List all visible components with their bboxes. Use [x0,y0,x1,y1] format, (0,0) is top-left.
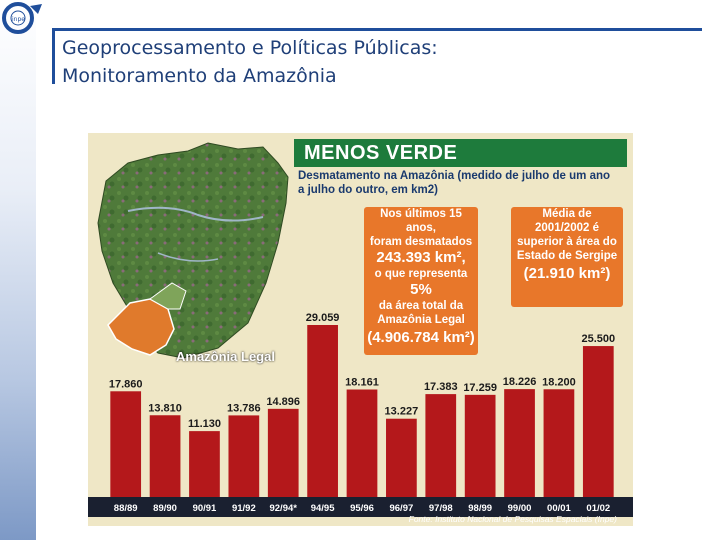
bar-value-label: 17.860 [109,378,143,390]
brazil-inset-shape [107,298,175,356]
bar-00/01 [543,389,575,497]
bar-value-label: 29.059 [306,312,340,324]
callout-average-2001-2002: Média de 2001/2002 é superior à área do … [511,207,623,307]
callout-right-line-2: 2001/2002 é [535,222,599,234]
x-tick-label: 91/92 [232,503,256,514]
callout-left-line-2: foram desmatados [369,236,473,248]
callout-right-line-3: superior à área do [517,236,617,248]
x-tick-label: 96/97 [389,503,413,514]
x-tick-label: 90/91 [193,503,217,514]
bar-value-label: 25.500 [581,333,615,345]
callout-right-line-5: (21.910 km²) [523,265,611,282]
x-tick-label: 95/96 [350,503,374,514]
chart-title: MENOS VERDE [304,142,458,164]
x-tick-label: 88/89 [114,503,138,514]
bar-88/89 [110,391,142,497]
bar-94/95 [307,325,338,497]
x-tick-label: 94/95 [311,503,335,514]
title-vertical-rule [52,28,55,84]
bar-value-label: 17.383 [424,381,458,393]
slide-title: Geoprocessamento e Políticas Públicas: M… [62,34,438,90]
x-tick-label: 99/00 [508,503,532,514]
bar-chart: 17.860 88/89 13.810 89/90 11.130 90/91 13.786 9… [88,312,633,517]
bar-value-label: 14.896 [266,396,300,408]
bar-95/96 [346,389,378,497]
bar-value-label: 13.810 [148,402,182,414]
x-tick-label: 01/02 [586,503,610,514]
callout-right-line-1: Média de [542,208,592,220]
callout-left-line-8: (4.906.784 km²) [367,329,475,346]
chart-subtitle-line-1: Desmatamento na Amazônia (medido de julh… [298,170,611,182]
x-tick-label: 98/99 [468,503,492,514]
chart-title-banner: MENOS VERDE [294,139,627,167]
bar-89/90 [149,415,181,497]
callout-left-line-7: Amazônia Legal [377,314,465,326]
slide-title-line-2: Monitoramento da Amazônia [62,65,337,87]
bar-value-label: 17.259 [463,382,497,394]
callout-left-line-5: 5% [410,281,432,298]
callout-total-deforested: Nos últimos 15 anos, foram desmatados 24… [364,207,478,355]
bar-97/98 [425,394,457,497]
bar-value-label: 18.200 [542,376,576,388]
x-tick-label: 89/90 [153,503,177,514]
bar-value-label: 11.130 [188,418,221,430]
x-tick-label: 97/98 [429,503,453,514]
callout-left-line-4: o que representa [374,268,468,280]
x-tick-label: 00/01 [547,503,571,514]
bar-98/99 [464,394,496,497]
deforestation-figure: Amazônia Legal MENOS VERDE Desmatamento … [88,133,633,526]
bar-91/92 [228,415,260,497]
x-tick-label: 92/94* [269,503,297,514]
slide-left-band [0,0,36,540]
svg-text:inpe: inpe [12,16,25,23]
bar-01/02 [582,346,614,497]
bar-92/94* [267,408,299,497]
map-label: Amazônia Legal [176,349,275,364]
chart-subtitle-line-2: a julho do outro, em km2) [298,184,438,196]
slide-title-line-1: Geoprocessamento e Políticas Públicas: [62,37,438,59]
bar-value-label: 18.226 [503,376,537,388]
bar-value-label: 18.161 [345,377,379,389]
callout-left-line-3: 243.393 km², [376,249,466,266]
bar-90/91 [189,431,220,497]
bar-99/00 [504,389,535,497]
bar-value-label: 13.227 [385,406,419,418]
inpe-logo-icon: inpe [2,2,42,34]
bar-value-label: 13.786 [227,402,261,414]
callout-left-line-6: da área total da [378,300,464,312]
bar-96/97 [386,418,417,497]
x-axis-band [88,497,633,517]
amazon-map-image [97,142,289,359]
callout-left-line-1: Nos últimos 15 anos, [380,208,462,234]
chart-subtitle: Desmatamento na Amazônia (medido de julh… [298,169,628,197]
title-rule [52,28,702,31]
source-note: Fonte: Instituto Nacional de Pesquisas E… [408,514,617,524]
callout-right-line-4: Estado de Sergipe [516,250,618,262]
